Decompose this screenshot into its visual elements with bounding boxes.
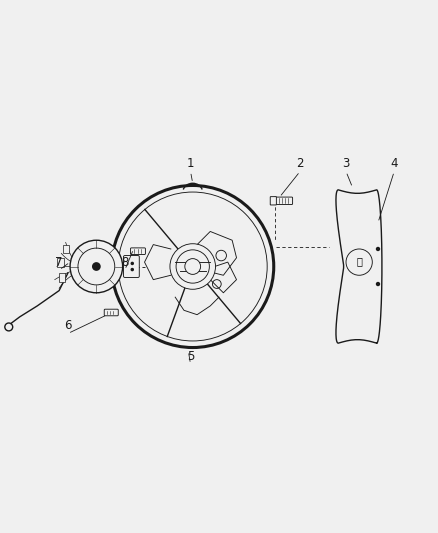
Circle shape <box>376 282 380 286</box>
Text: 5: 5 <box>187 350 194 363</box>
Circle shape <box>70 240 123 293</box>
FancyBboxPatch shape <box>270 197 276 205</box>
FancyBboxPatch shape <box>131 248 145 254</box>
Polygon shape <box>336 190 382 343</box>
Text: 8: 8 <box>121 256 128 269</box>
Text: 3: 3 <box>343 157 350 170</box>
Text: 1: 1 <box>187 157 194 170</box>
FancyBboxPatch shape <box>124 255 139 278</box>
Circle shape <box>131 268 134 271</box>
Bar <box>57 258 64 266</box>
Circle shape <box>131 262 134 265</box>
Text: 4: 4 <box>390 157 398 170</box>
Bar <box>59 273 65 282</box>
Text: 2: 2 <box>296 157 304 170</box>
FancyBboxPatch shape <box>104 309 118 316</box>
Circle shape <box>170 244 215 289</box>
Circle shape <box>120 193 266 340</box>
Circle shape <box>185 259 201 274</box>
Circle shape <box>376 247 380 251</box>
FancyBboxPatch shape <box>274 197 293 205</box>
Circle shape <box>92 262 101 271</box>
Bar <box>63 245 69 253</box>
Text: 🐏: 🐏 <box>356 256 362 266</box>
Text: 7: 7 <box>55 256 63 269</box>
Text: 6: 6 <box>64 319 72 332</box>
